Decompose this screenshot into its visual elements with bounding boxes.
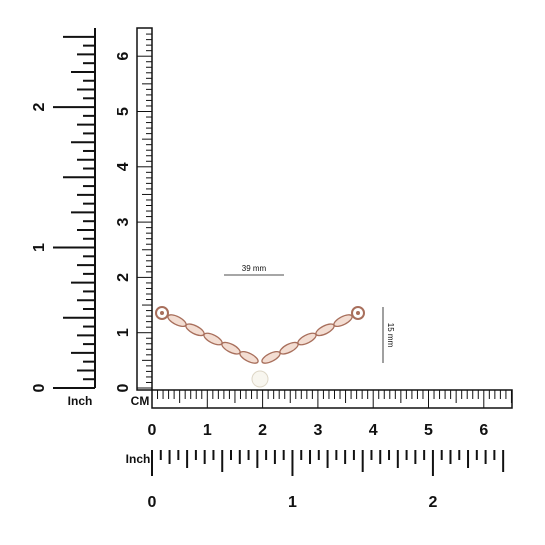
cm-label: 3 (115, 218, 132, 227)
cm-label: 2 (258, 422, 267, 439)
cm-label: 6 (479, 422, 488, 439)
chain-link (221, 341, 241, 355)
chain-link (261, 350, 281, 364)
inch-unit-label: Inch (68, 394, 93, 408)
chain-link (203, 332, 223, 346)
cm-label: 2 (115, 273, 132, 282)
chain-link (297, 332, 317, 346)
horizontal-cm-strip (151, 389, 513, 409)
inch-unit-label-horizontal: Inch (126, 452, 151, 466)
inch-label: 1 (31, 243, 48, 252)
cm-label: 6 (115, 52, 132, 61)
inch-label: 2 (428, 494, 437, 511)
clasp-hole (356, 311, 360, 315)
inch-label: 1 (288, 494, 297, 511)
inch-label: 0 (148, 494, 157, 511)
chain-link (279, 341, 299, 355)
clasp-hole (160, 311, 164, 315)
chain-link (333, 314, 353, 328)
inch-label: 2 (31, 103, 48, 112)
chain-link (167, 314, 187, 328)
chain-link (239, 350, 259, 364)
cm-label: 1 (203, 422, 212, 439)
cm-label: 3 (313, 422, 322, 439)
height-dimension: 15 mm (386, 323, 395, 348)
cm-label: 4 (115, 162, 132, 171)
width-dimension: 39 mm (242, 264, 267, 273)
chain-link (315, 323, 335, 337)
cm-label: 0 (115, 383, 132, 392)
cm-label: 5 (115, 107, 132, 116)
cm-label: 4 (369, 422, 378, 439)
cm-unit-label: CM (131, 394, 150, 408)
cm-label: 0 (148, 422, 157, 439)
chain-link (185, 323, 205, 337)
vertical-cm-strip (136, 27, 153, 391)
pearl (251, 370, 269, 388)
cm-label: 5 (424, 422, 433, 439)
inch-label: 0 (31, 383, 48, 392)
necklace (155, 306, 365, 388)
cm-label: 1 (115, 328, 132, 337)
